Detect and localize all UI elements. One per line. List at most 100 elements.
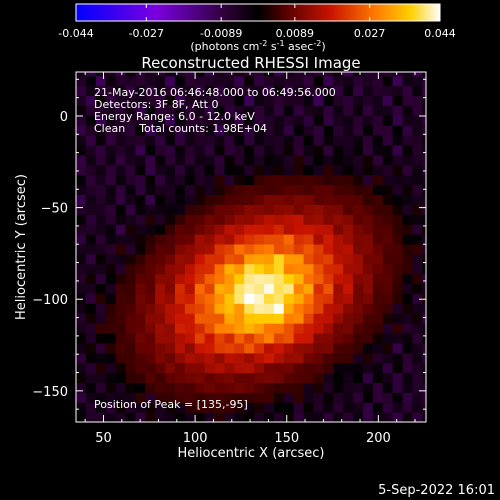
heatmap-cell <box>392 75 404 87</box>
heatmap-cell <box>214 283 226 294</box>
heatmap-cell <box>194 164 206 176</box>
heatmap-cell <box>313 332 324 344</box>
heatmap-cell <box>333 233 344 245</box>
heatmap-cell <box>95 313 107 324</box>
heatmap-cell <box>194 174 206 186</box>
heatmap-cell <box>115 214 127 225</box>
heatmap-cell <box>323 382 334 393</box>
heatmap-cell <box>392 164 404 176</box>
heatmap-cell <box>194 293 206 304</box>
heatmap-cell <box>372 402 384 413</box>
heatmap-cell <box>174 174 186 186</box>
heatmap-cell <box>333 253 344 265</box>
heatmap-cell <box>343 402 354 413</box>
heatmap-cell <box>264 372 275 384</box>
heatmap-cell <box>293 115 305 126</box>
heatmap-cell <box>224 293 235 304</box>
heatmap-cell <box>204 105 216 116</box>
heatmap-cell <box>343 372 354 384</box>
heatmap-cell <box>362 95 374 106</box>
heatmap-cell <box>174 402 186 413</box>
heatmap-cell <box>372 313 384 324</box>
heatmap-cell <box>194 263 206 275</box>
heatmap-cell <box>273 243 285 255</box>
heatmap-cell <box>194 72 206 77</box>
heatmap-cell <box>313 263 324 275</box>
heatmap-cell <box>155 283 166 294</box>
heatmap-cell <box>293 105 305 116</box>
heatmap-cell <box>125 72 136 77</box>
heatmap-cell <box>343 273 354 285</box>
heatmap-cell <box>85 233 97 245</box>
heatmap-cell <box>392 382 404 393</box>
heatmap-cell <box>402 253 414 265</box>
heatmap-cell <box>343 154 354 166</box>
heatmap-cell <box>174 214 186 225</box>
heatmap-cell <box>293 204 305 215</box>
heatmap-cell <box>125 194 136 205</box>
heatmap-cell <box>145 224 156 235</box>
heatmap-cell <box>264 72 275 77</box>
heatmap-cell <box>234 273 245 285</box>
heatmap-cell <box>402 263 414 275</box>
heatmap-cell <box>155 224 166 235</box>
heatmap-cell <box>76 184 87 196</box>
heatmap-cell <box>402 194 414 205</box>
heatmap-cell <box>125 372 136 384</box>
heatmap-cell <box>283 75 295 87</box>
heatmap-cell <box>214 293 226 304</box>
heatmap-cell <box>115 243 127 255</box>
heatmap-cell <box>323 115 334 126</box>
x-tick-label: 50 <box>95 431 112 446</box>
heatmap-cell <box>194 273 206 285</box>
heatmap-cell <box>323 402 334 413</box>
heatmap-cell <box>145 95 156 106</box>
heatmap-cell <box>264 135 275 146</box>
heatmap-cell <box>184 263 196 275</box>
heatmap-cell <box>372 362 384 374</box>
heatmap-cell <box>105 125 117 136</box>
heatmap-cell <box>204 293 216 304</box>
heatmap-cell <box>105 85 117 97</box>
heatmap-cell <box>165 332 176 344</box>
heatmap-cell <box>313 105 324 116</box>
heatmap-cell <box>204 233 216 245</box>
heatmap-cell <box>293 164 305 176</box>
heatmap-cell <box>95 154 107 166</box>
heatmap-cell <box>303 243 315 255</box>
heatmap-cell <box>313 283 324 294</box>
heatmap-cell <box>165 105 176 116</box>
annotation-energy-range: Energy Range: 6.0 - 12.0 keV <box>94 110 255 123</box>
heatmap-cell <box>244 342 255 354</box>
heatmap-cell <box>303 313 315 324</box>
x-tick-label: 150 <box>274 431 299 446</box>
heatmap-cell <box>224 323 235 334</box>
heatmap-cell <box>343 243 354 255</box>
heatmap-cell <box>234 253 245 265</box>
heatmap-cell <box>382 412 394 422</box>
heatmap-cell <box>165 313 176 324</box>
colorbar-tick-label: -0.044 <box>58 27 93 40</box>
heatmap-cell <box>145 194 156 205</box>
heatmap-cell <box>362 115 374 126</box>
heatmap-cell <box>214 352 226 364</box>
heatmap-cell <box>372 194 384 205</box>
heatmap-cell <box>135 154 146 166</box>
heatmap-cell <box>254 342 265 354</box>
heatmap-cell <box>224 115 235 126</box>
heatmap-cell <box>95 144 107 156</box>
heatmap-cell <box>333 72 344 77</box>
heatmap-cell <box>264 352 275 364</box>
heatmap-cell <box>412 75 423 87</box>
heatmap-cell <box>174 164 186 176</box>
heatmap-cell <box>303 332 315 344</box>
heatmap-cell <box>145 313 156 324</box>
heatmap-cell <box>244 323 255 334</box>
heatmap-cell <box>174 115 186 126</box>
heatmap-cell <box>135 204 146 215</box>
heatmap-cell <box>343 214 354 225</box>
heatmap-cell <box>174 382 186 393</box>
heatmap-cell <box>392 85 404 97</box>
heatmap-cell <box>165 342 176 354</box>
